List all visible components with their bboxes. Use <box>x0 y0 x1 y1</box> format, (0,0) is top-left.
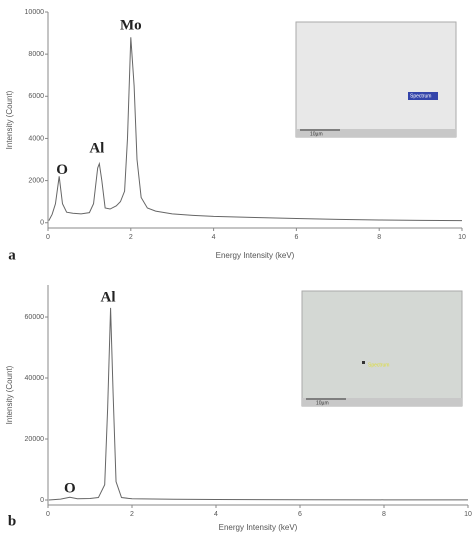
x-tick-label: 10 <box>458 234 466 241</box>
peak-label: Al <box>89 141 104 157</box>
x-tick-label: 10 <box>464 511 472 518</box>
inset-tag <box>408 92 438 100</box>
x-tick-label: 8 <box>382 511 386 518</box>
x-tick-label: 6 <box>298 511 302 518</box>
peak-label: Al <box>101 289 116 305</box>
y-tick-label: 0 <box>40 220 44 227</box>
y-tick-label: 40000 <box>25 375 45 382</box>
x-tick-label: 2 <box>129 234 133 241</box>
y-tick-label: 6000 <box>28 93 44 100</box>
peak-label: O <box>64 480 76 496</box>
inset-label: Spectrum <box>410 93 431 99</box>
inset-label: 10µm <box>310 131 323 137</box>
y-axis-label: Intensity (Count) <box>5 365 14 424</box>
inset-label: Spectrum <box>368 362 389 368</box>
y-tick-label: 4000 <box>28 135 44 142</box>
y-tick-label: 2000 <box>28 177 44 184</box>
inset-bar <box>302 398 462 406</box>
x-axis-label: Energy Intensity (keV) <box>216 251 295 260</box>
inset-label: 10µm <box>316 400 329 406</box>
inset-marker <box>362 361 365 364</box>
inset-bar <box>296 129 456 137</box>
x-tick-label: 6 <box>294 234 298 241</box>
spectrum-line <box>48 37 463 222</box>
y-axis-label: Intensity (Count) <box>5 90 14 149</box>
x-tick-label: 2 <box>130 511 134 518</box>
x-tick-label: 4 <box>214 511 218 518</box>
x-axis-label: Energy Intensity (keV) <box>219 523 298 532</box>
x-tick-label: 0 <box>46 511 50 518</box>
y-tick-label: 60000 <box>25 314 45 321</box>
panel-label: a <box>8 247 16 263</box>
peak-label: Mo <box>120 18 142 34</box>
y-tick-label: 10000 <box>25 9 45 16</box>
x-tick-label: 0 <box>46 234 50 241</box>
inset-image <box>295 21 457 138</box>
panel-label: b <box>8 513 16 529</box>
x-tick-label: 4 <box>212 234 216 241</box>
y-tick-label: 0 <box>40 497 44 504</box>
inset-image <box>301 290 463 407</box>
y-tick-label: 8000 <box>28 51 44 58</box>
spectrum-line <box>48 307 469 501</box>
x-tick-label: 8 <box>377 234 381 241</box>
peak-label: O <box>56 162 68 178</box>
y-tick-label: 20000 <box>25 436 45 443</box>
